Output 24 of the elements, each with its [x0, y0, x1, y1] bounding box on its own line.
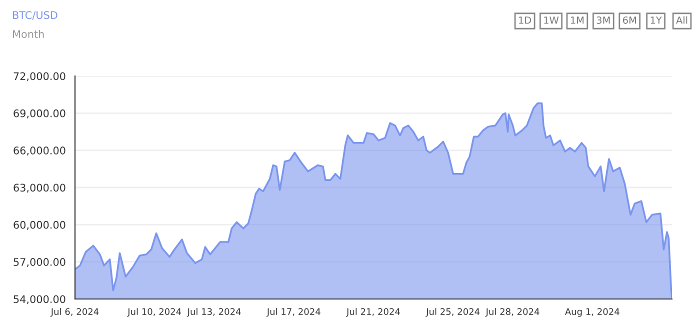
x-tick-label: Jul 6, 2024 — [50, 308, 99, 317]
text: 1M — [570, 16, 584, 24]
x-tick-label: Jul 28, 2024 — [485, 308, 540, 317]
x-tick-label: Jul 25, 2024 — [426, 308, 480, 317]
text: 1W — [544, 16, 559, 24]
y-tick-label: 54,000.00 — [14, 295, 66, 304]
text: 6M — [622, 16, 636, 24]
text: 1D — [519, 16, 532, 24]
x-tick-label: Jul 13, 2024 — [186, 308, 241, 317]
chart-title: BTC/USD — [13, 11, 58, 20]
text: 1Y — [650, 16, 662, 24]
x-tick-label: Aug 1, 2024 — [564, 308, 620, 317]
y-tick-label: 57,000.00 — [14, 258, 66, 267]
y-tick-label: 63,000.00 — [14, 184, 66, 193]
chart-subtitle: Month — [13, 30, 44, 38]
text: 3M — [596, 16, 610, 24]
x-tick-label: Jul 17, 2024 — [266, 308, 320, 317]
y-tick-label: 69,000.00 — [14, 109, 66, 118]
y-tick-label: 72,000.00 — [14, 72, 66, 82]
y-tick-label: 66,000.00 — [14, 146, 66, 156]
x-tick-label: Jul 10, 2024 — [127, 308, 182, 317]
x-tick-label: Jul 21, 2024 — [346, 308, 400, 317]
text: All — [676, 16, 688, 24]
y-tick-label: 60,000.00 — [14, 220, 66, 230]
